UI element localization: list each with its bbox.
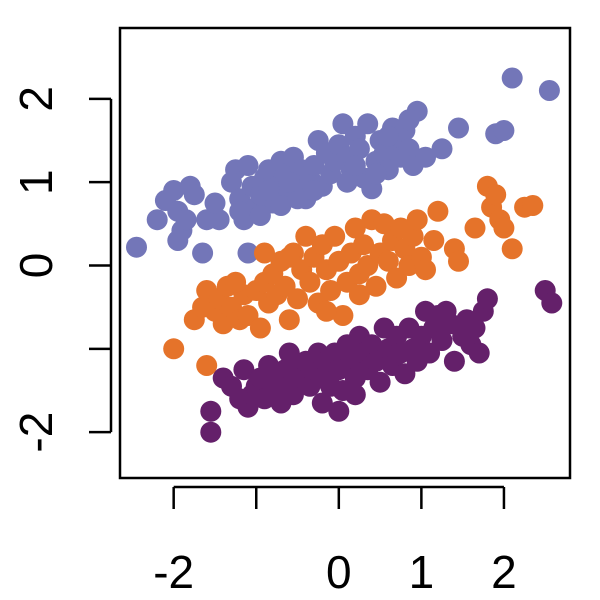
data-point xyxy=(377,125,399,147)
data-point xyxy=(357,113,379,135)
data-point xyxy=(398,138,420,160)
data-point xyxy=(377,250,399,272)
data-point xyxy=(373,213,395,235)
data-point xyxy=(204,192,226,214)
data-point xyxy=(320,280,342,301)
data-point xyxy=(278,309,300,331)
series-0 xyxy=(126,67,560,264)
data-point xyxy=(448,117,469,139)
series-1 xyxy=(163,175,544,376)
data-point xyxy=(278,171,300,193)
data-point xyxy=(423,230,445,251)
data-point xyxy=(353,234,375,256)
y-axis: -2 0 1 2 xyxy=(10,86,113,453)
data-point xyxy=(192,242,214,264)
data-point xyxy=(196,355,218,376)
data-point xyxy=(332,305,354,326)
y-tick-label: 2 xyxy=(10,86,62,112)
y-tick-label: 1 xyxy=(10,169,62,195)
data-point xyxy=(344,384,366,406)
data-point xyxy=(221,171,242,193)
data-point xyxy=(287,288,308,310)
data-point xyxy=(365,163,387,185)
data-point xyxy=(229,200,251,222)
data-point xyxy=(464,317,486,339)
data-point xyxy=(485,184,507,206)
data-point xyxy=(183,184,205,206)
data-point xyxy=(324,225,346,247)
data-point xyxy=(501,238,523,260)
series-2 xyxy=(200,280,563,443)
data-point xyxy=(315,300,337,322)
x-tick-label: 0 xyxy=(326,546,352,598)
data-point xyxy=(163,180,185,201)
data-point xyxy=(361,334,383,356)
data-point xyxy=(427,200,449,222)
data-point xyxy=(328,400,350,422)
data-point xyxy=(212,313,234,335)
data-point xyxy=(258,180,280,201)
data-point xyxy=(493,120,515,141)
data-point xyxy=(225,271,247,293)
data-point xyxy=(398,109,420,131)
data-point xyxy=(295,225,317,247)
data-point xyxy=(282,384,304,406)
data-point xyxy=(287,188,308,210)
data-point xyxy=(431,330,453,351)
data-point xyxy=(522,195,544,216)
data-point xyxy=(348,138,370,160)
data-point xyxy=(493,217,515,239)
data-point xyxy=(163,338,185,360)
data-point xyxy=(311,392,333,414)
data-point xyxy=(415,146,436,168)
data-point xyxy=(196,209,218,231)
points-layer xyxy=(126,67,563,443)
data-point xyxy=(538,80,560,101)
data-point xyxy=(237,242,259,264)
data-point xyxy=(278,246,300,268)
data-point xyxy=(200,421,222,443)
data-point xyxy=(167,230,189,251)
x-axis: -2 0 1 2 xyxy=(153,485,517,598)
data-point xyxy=(249,317,271,339)
data-point xyxy=(344,155,366,176)
data-point xyxy=(541,292,563,314)
x-tick-label: 2 xyxy=(491,546,517,598)
data-point xyxy=(200,400,222,422)
plot-frame xyxy=(118,26,572,480)
data-point xyxy=(336,171,358,193)
data-point xyxy=(476,288,498,310)
data-point xyxy=(443,350,465,372)
data-point xyxy=(175,209,197,231)
data-point xyxy=(126,236,147,258)
data-point xyxy=(233,359,255,381)
data-point xyxy=(348,284,370,306)
data-point xyxy=(303,180,325,201)
data-point xyxy=(254,242,275,264)
data-point xyxy=(299,271,321,293)
data-point xyxy=(237,155,259,176)
x-tick-label: 1 xyxy=(409,546,435,598)
y-tick-label: 0 xyxy=(10,253,62,279)
data-point xyxy=(464,217,486,239)
y-tick-label: -2 xyxy=(10,412,62,453)
data-point xyxy=(468,342,490,364)
data-point xyxy=(146,209,168,231)
x-tick-label: -2 xyxy=(153,546,194,598)
data-point xyxy=(406,209,428,231)
data-point xyxy=(365,275,387,297)
data-point xyxy=(249,205,271,226)
data-point xyxy=(431,138,453,160)
data-point xyxy=(415,259,436,281)
data-point xyxy=(344,217,366,239)
data-point xyxy=(278,342,300,364)
data-point xyxy=(270,195,292,216)
data-point xyxy=(369,371,391,393)
data-point xyxy=(402,225,424,247)
data-point xyxy=(448,250,469,272)
data-point xyxy=(427,305,449,326)
data-point xyxy=(501,67,523,89)
